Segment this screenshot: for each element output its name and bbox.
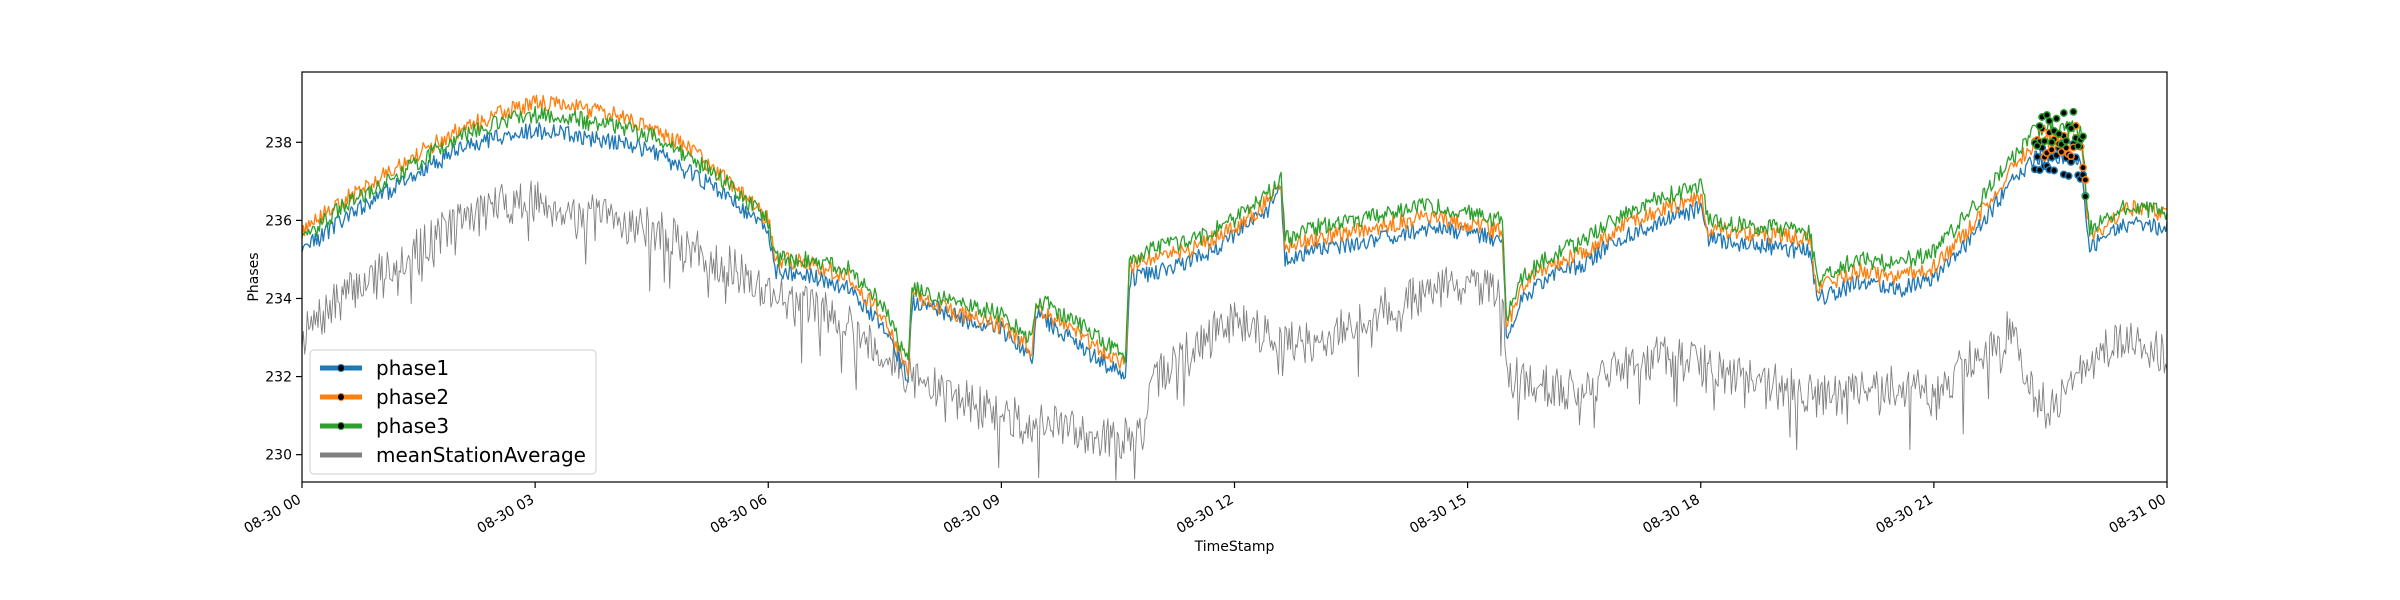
x-tick-label: 08-31 00 bbox=[2106, 492, 2169, 537]
peak-marker-phase3 bbox=[2045, 117, 2054, 125]
y-tick-label: 238 bbox=[265, 135, 292, 151]
x-tick-label: 08-30 21 bbox=[1873, 492, 1936, 537]
peak-marker-phase2 bbox=[2079, 163, 2087, 172]
peak-marker-phase3 bbox=[2069, 107, 2078, 116]
peak-marker-phase3 bbox=[2074, 142, 2083, 150]
legend-label-meanStationAverage: meanStationAverage bbox=[376, 443, 586, 467]
peak-marker-phase3 bbox=[2081, 192, 2090, 201]
y-tick-label: 234 bbox=[265, 291, 292, 307]
legend-label-phase2: phase2 bbox=[376, 385, 449, 409]
y-tick-label: 230 bbox=[265, 448, 292, 464]
peak-marker-phase3 bbox=[2079, 132, 2087, 141]
peak-marker-phase1 bbox=[2050, 166, 2059, 175]
x-tick-label: 08-30 00 bbox=[241, 492, 304, 537]
peak-marker-phase3 bbox=[2054, 129, 2063, 138]
legend-marker-phase3 bbox=[337, 422, 345, 430]
peak-marker-phase3 bbox=[2059, 109, 2068, 117]
y-axis-label: Phases bbox=[246, 252, 262, 301]
x-axis-label: TimeStamp bbox=[1194, 539, 1275, 555]
x-tick-label: 08-30 18 bbox=[1640, 492, 1703, 537]
y-tick-label: 232 bbox=[265, 370, 292, 386]
legend-box bbox=[309, 349, 597, 475]
peak-marker-phase2 bbox=[2047, 145, 2056, 154]
series-line-phase2 bbox=[301, 94, 2168, 377]
series-layer bbox=[301, 94, 2168, 481]
x-tick-label: 08-30 06 bbox=[708, 492, 771, 537]
peak-marker-phase3 bbox=[2040, 137, 2049, 146]
peak-markers bbox=[2030, 107, 2090, 201]
x-tick-label: 08-30 03 bbox=[475, 492, 538, 537]
peak-marker-phase2 bbox=[2067, 152, 2075, 161]
legend-entries: phase1 phase2 phase3 meanStationAverage bbox=[320, 356, 586, 467]
peak-marker-phase1 bbox=[2033, 152, 2042, 161]
x-tick-label: 08-30 09 bbox=[941, 492, 1004, 537]
x-axis-ticks: 08-30 00 08-30 03 08-30 06 08-30 09 08-30 12… bbox=[241, 482, 2169, 537]
peak-marker-phase3 bbox=[2067, 124, 2075, 133]
peak-marker-phase3 bbox=[2033, 141, 2042, 150]
legend-label-phase3: phase3 bbox=[376, 414, 449, 438]
x-tick-label: 08-30 12 bbox=[1174, 492, 1237, 537]
legend-label-phase1: phase1 bbox=[376, 356, 449, 380]
series-line-meanStationAverage bbox=[301, 180, 2168, 481]
peak-marker-phase1 bbox=[2035, 166, 2044, 175]
legend-marker-phase1 bbox=[337, 364, 345, 372]
series-line-phase3 bbox=[301, 105, 2168, 363]
y-axis-ticks: 230 232 234 236 238 bbox=[265, 135, 302, 464]
y-tick-label: 236 bbox=[265, 213, 292, 229]
x-tick-label: 08-30 15 bbox=[1407, 492, 1470, 537]
legend: phase1 phase2 phase3 meanStationAverage bbox=[309, 349, 597, 475]
peak-marker-phase2 bbox=[2057, 148, 2066, 156]
legend-marker-phase2 bbox=[337, 393, 345, 401]
peak-marker-phase3 bbox=[2035, 122, 2044, 131]
peak-marker-phase1 bbox=[2064, 171, 2073, 180]
peak-marker-phase3 bbox=[2062, 137, 2071, 145]
peak-marker-phase3 bbox=[2047, 138, 2056, 147]
peak-marker-phase2 bbox=[2081, 175, 2090, 184]
series-line-phase1 bbox=[301, 122, 2168, 383]
peak-marker-phase3 bbox=[2052, 114, 2061, 123]
